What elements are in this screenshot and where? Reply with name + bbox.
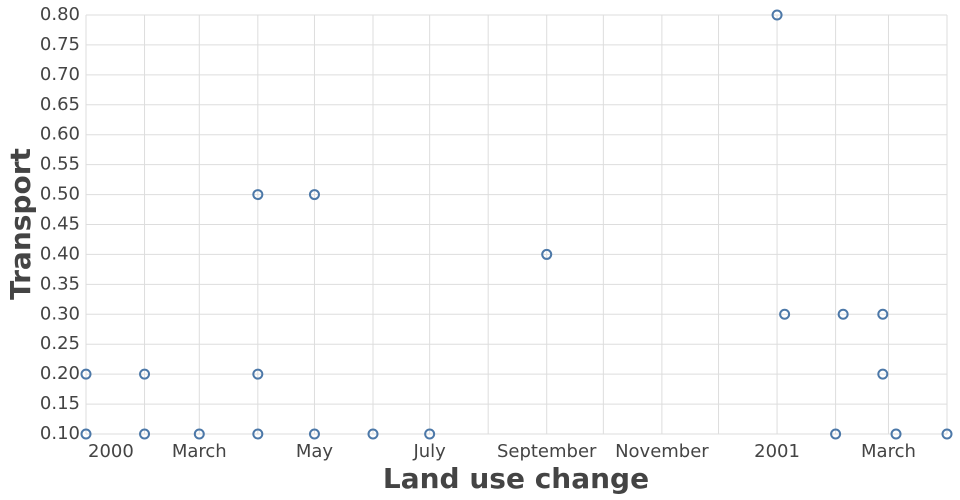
point [771,9,783,21]
y-tick-label: 0.65 [40,94,80,115]
point [80,428,92,440]
y-tick-label: 0.50 [40,184,80,205]
point [139,428,151,440]
point [252,189,264,201]
y-tick-label: 0.15 [40,393,80,414]
point [193,428,205,440]
y-tick-label: 0.30 [40,303,80,324]
y-tick-label: 0.40 [40,243,80,264]
y-tick-label: 0.45 [40,214,80,235]
point [890,428,902,440]
y-tick-label: 0.70 [40,64,80,85]
x-axis-title: Land use change [383,462,649,495]
point [779,308,791,320]
x-tick-label: March [861,441,916,462]
x-tick-label: November [615,441,709,462]
y-tick-label: 0.25 [40,333,80,354]
x-tick-label: March [172,441,227,462]
point [837,308,849,320]
y-tick-label: 0.75 [40,34,80,55]
point [877,308,889,320]
x-tick-label: July [412,441,446,462]
point [80,368,92,380]
point [941,428,953,440]
y-tick-label: 0.10 [40,423,80,444]
y-tick-label: 0.20 [40,363,80,384]
point [252,368,264,380]
point [308,428,320,440]
point [541,248,553,260]
y-tick-label: 0.55 [40,154,80,175]
x-tick-label: 2001 [754,441,800,462]
y-tick-label: 0.80 [40,4,80,25]
x-tick-label: May [296,441,334,462]
point [877,368,889,380]
point [308,189,320,201]
y-tick-label: 0.60 [40,124,80,145]
y-axis-title: Transport [4,148,37,300]
x-tick-label: 2000 [88,441,134,462]
point [252,428,264,440]
point [424,428,436,440]
y-tick-label: 0.35 [40,273,80,294]
point [367,428,379,440]
point [830,428,842,440]
x-tick-label: September [497,441,597,462]
point [139,368,151,380]
